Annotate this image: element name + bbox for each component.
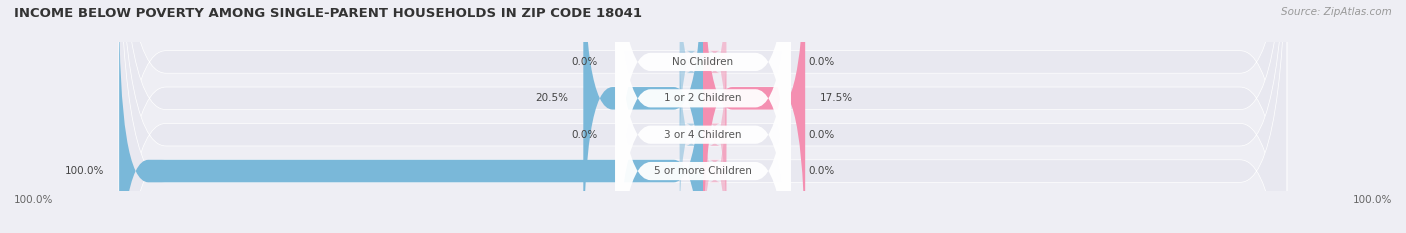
FancyBboxPatch shape: [679, 37, 703, 233]
Text: 17.5%: 17.5%: [820, 93, 853, 103]
Text: 100.0%: 100.0%: [14, 195, 53, 206]
FancyBboxPatch shape: [120, 0, 1286, 233]
FancyBboxPatch shape: [679, 0, 703, 160]
FancyBboxPatch shape: [703, 0, 806, 233]
Text: 0.0%: 0.0%: [808, 130, 834, 140]
Text: 20.5%: 20.5%: [536, 93, 568, 103]
FancyBboxPatch shape: [120, 0, 1286, 233]
Text: INCOME BELOW POVERTY AMONG SINGLE-PARENT HOUSEHOLDS IN ZIP CODE 18041: INCOME BELOW POVERTY AMONG SINGLE-PARENT…: [14, 7, 643, 20]
Text: Source: ZipAtlas.com: Source: ZipAtlas.com: [1281, 7, 1392, 17]
FancyBboxPatch shape: [120, 0, 1286, 233]
FancyBboxPatch shape: [616, 0, 790, 233]
FancyBboxPatch shape: [120, 0, 1286, 233]
FancyBboxPatch shape: [583, 0, 703, 233]
Text: 100.0%: 100.0%: [65, 166, 104, 176]
Text: No Children: No Children: [672, 57, 734, 67]
FancyBboxPatch shape: [703, 0, 727, 160]
Text: 1 or 2 Children: 1 or 2 Children: [664, 93, 742, 103]
FancyBboxPatch shape: [616, 0, 790, 233]
FancyBboxPatch shape: [616, 0, 790, 233]
FancyBboxPatch shape: [703, 37, 727, 233]
Text: 0.0%: 0.0%: [572, 57, 598, 67]
Text: 0.0%: 0.0%: [808, 166, 834, 176]
Text: 3 or 4 Children: 3 or 4 Children: [664, 130, 742, 140]
Text: 100.0%: 100.0%: [1353, 195, 1392, 206]
Text: 5 or more Children: 5 or more Children: [654, 166, 752, 176]
FancyBboxPatch shape: [120, 0, 703, 233]
FancyBboxPatch shape: [616, 0, 790, 233]
Text: 0.0%: 0.0%: [808, 57, 834, 67]
Text: 0.0%: 0.0%: [572, 130, 598, 140]
FancyBboxPatch shape: [703, 73, 727, 233]
